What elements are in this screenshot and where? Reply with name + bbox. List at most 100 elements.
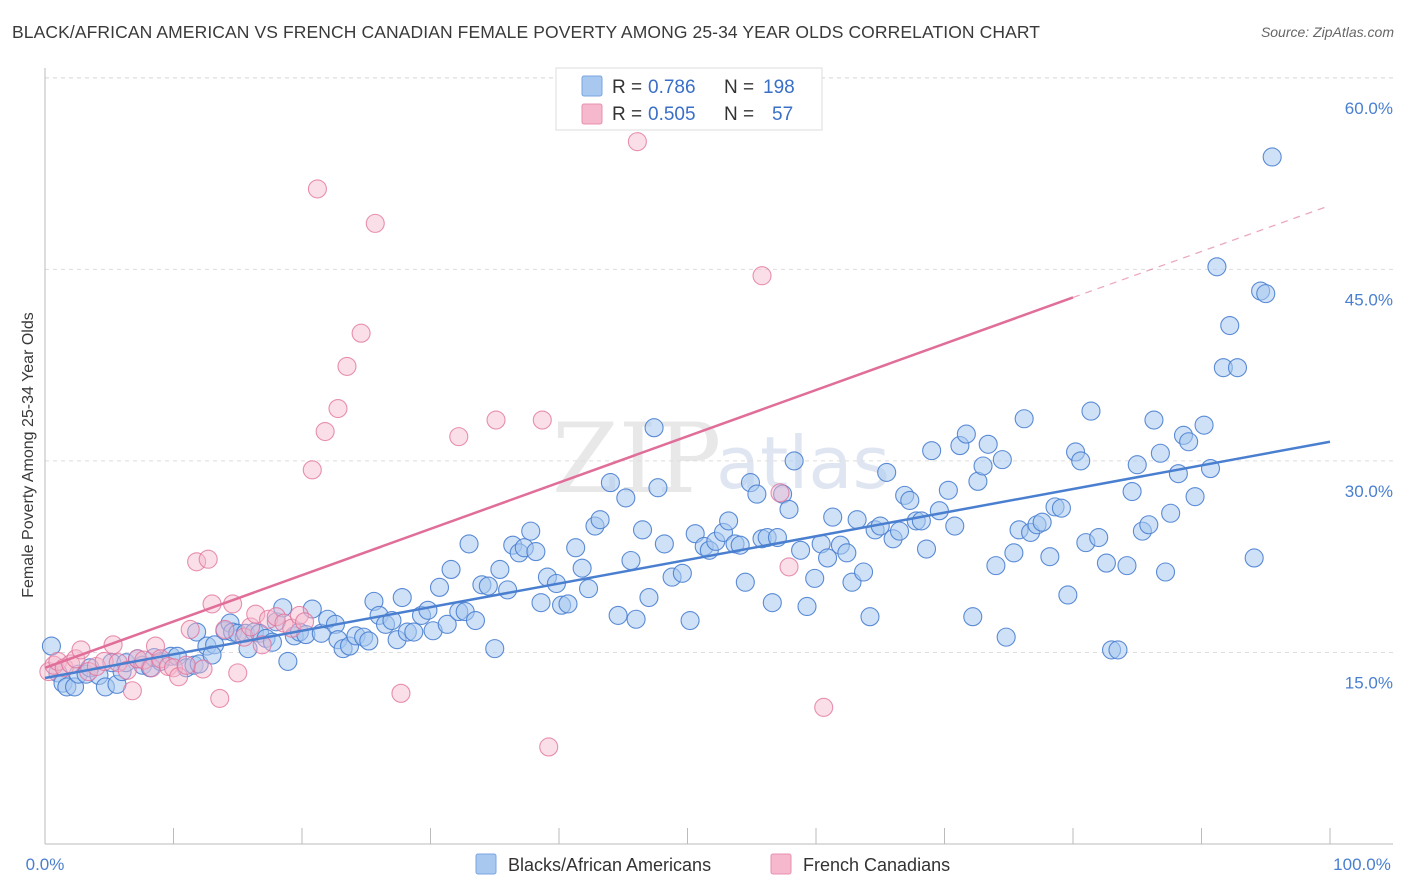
point-blacks-154	[978, 434, 998, 454]
point-french-canadians-50	[449, 427, 469, 447]
point-french-canadians-42	[302, 460, 322, 480]
point-blacks-171	[1081, 401, 1101, 421]
y-tick-label-60: 60.0%	[1345, 99, 1393, 118]
point-blacks-181	[1144, 410, 1164, 430]
point-blacks-175	[1108, 640, 1128, 660]
point-blacks-67	[441, 559, 461, 579]
point-blacks-66	[437, 614, 457, 634]
trendlines	[44, 204, 1331, 680]
point-blacks-110	[719, 511, 739, 531]
point-blacks-100	[648, 478, 668, 498]
chart-source: Source: ZipAtlas.com	[1260, 24, 1394, 40]
point-blacks-104	[680, 610, 700, 631]
point-blacks-73	[478, 576, 498, 596]
point-blacks-98	[639, 587, 659, 608]
series-french-canadians-points	[39, 132, 834, 757]
point-blacks-176	[1117, 556, 1137, 576]
point-blacks-145	[922, 441, 942, 461]
point-blacks-188	[1185, 487, 1205, 507]
point-blacks-169	[1071, 451, 1091, 471]
y-tick-label-15: 15.0%	[1345, 673, 1393, 692]
point-french-canadians-58	[814, 697, 834, 717]
point-blacks-96	[626, 609, 646, 629]
point-blacks-156	[992, 450, 1012, 470]
x-tick-label-min: 0.0%	[26, 855, 65, 874]
point-french-canadians-25	[193, 659, 213, 679]
point-blacks-99	[644, 418, 664, 438]
point-blacks-183	[1155, 562, 1176, 582]
point-blacks-160	[1014, 409, 1034, 429]
point-blacks-91	[590, 510, 610, 530]
point-blacks-164	[1040, 547, 1060, 567]
point-blacks-187	[1179, 432, 1199, 452]
point-blacks-80	[521, 521, 541, 541]
point-blacks-148	[945, 516, 965, 536]
legend-n-label-blue: N =	[724, 77, 754, 98]
point-blacks-177	[1122, 481, 1142, 502]
point-blacks-139	[889, 521, 910, 541]
point-blacks-137	[877, 462, 897, 482]
point-french-canadians-29	[215, 619, 235, 640]
point-french-canadians-40	[289, 605, 309, 625]
point-blacks-81	[526, 542, 546, 562]
point-blacks-88	[572, 558, 592, 578]
point-blacks-127	[818, 548, 838, 568]
legend-swatch-blue	[581, 75, 603, 97]
point-blacks-151	[963, 607, 983, 627]
point-blacks-130	[837, 543, 857, 563]
point-blacks-53	[359, 631, 379, 651]
point-blacks-82	[531, 593, 551, 613]
point-french-canadians-46	[337, 356, 357, 376]
chart-title: BLACK/AFRICAN AMERICAN VS FRENCH CANADIA…	[12, 22, 1041, 42]
point-blacks-95	[621, 550, 641, 571]
point-blacks-178	[1127, 455, 1147, 475]
point-french-canadians-33	[241, 617, 261, 637]
bottom-legend-swatch-blue	[475, 853, 497, 875]
point-french-canadians-35	[252, 635, 272, 655]
watermark-zip: ZIP	[552, 403, 721, 515]
bottom-legend-label-pink: French Canadians	[803, 855, 950, 875]
point-french-canadians-51	[486, 410, 506, 430]
y-tick-label-30: 30.0%	[1345, 482, 1393, 501]
point-french-canadians-45	[328, 398, 348, 419]
point-french-canadians-23	[180, 619, 200, 640]
point-blacks-147	[938, 480, 958, 500]
trendline-french-canadians	[44, 296, 1074, 669]
point-blacks-184	[1161, 503, 1181, 523]
legend-r-value-blue: 0.786	[648, 77, 696, 98]
point-french-canadians-31	[228, 663, 248, 683]
point-blacks-158	[1004, 543, 1024, 563]
bottom-legend-label-blue: Blacks/African Americans	[508, 855, 711, 875]
legend-r-label-pink: R =	[612, 104, 642, 125]
trendline-french-canadians-extension	[1072, 204, 1331, 299]
point-blacks-172	[1089, 527, 1109, 548]
point-french-canadians-10	[103, 635, 123, 655]
point-blacks-118	[762, 593, 782, 613]
point-blacks-124	[797, 596, 817, 617]
point-blacks-92	[600, 473, 620, 493]
point-blacks-93	[608, 605, 628, 625]
point-blacks-70	[459, 534, 479, 554]
point-french-canadians-36	[259, 609, 279, 629]
point-blacks-74	[485, 639, 505, 659]
point-french-canadians-48	[365, 213, 385, 233]
point-french-canadians-24	[187, 552, 207, 572]
point-blacks-194	[1227, 358, 1248, 378]
point-blacks-193	[1220, 315, 1240, 336]
x-tick-label-max: 100.0%	[1333, 855, 1391, 874]
legend-swatch-pink	[581, 103, 603, 125]
legend-n-value-blue: 198	[763, 77, 795, 98]
legend-r-value-pink: 0.505	[648, 104, 696, 125]
point-blacks-150	[956, 424, 976, 444]
point-blacks-153	[973, 456, 993, 476]
y-tick-label-45: 45.0%	[1345, 290, 1393, 309]
point-french-canadians-52	[532, 410, 552, 430]
point-blacks-123	[791, 540, 811, 560]
point-french-canadians-37	[266, 607, 286, 627]
point-french-canadians-21	[169, 667, 189, 687]
point-blacks-195	[1244, 548, 1264, 568]
point-french-canadians-57	[779, 557, 799, 577]
point-blacks-87	[566, 538, 586, 558]
watermark: ZIP atlas	[552, 403, 890, 515]
point-french-canadians-49	[391, 683, 411, 703]
